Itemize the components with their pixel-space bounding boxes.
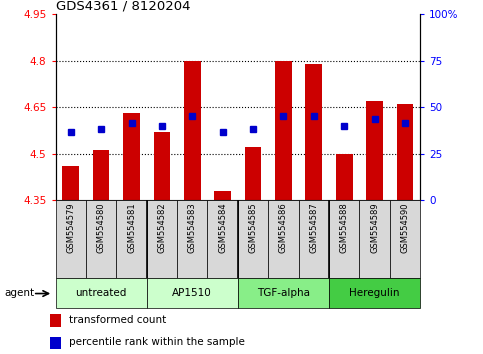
Text: agent: agent [5,288,35,298]
Text: transformed count: transformed count [69,315,166,325]
Text: GSM554585: GSM554585 [249,202,257,253]
Bar [268,200,298,278]
Bar [123,113,140,200]
Text: GSM554588: GSM554588 [340,202,349,253]
Text: GSM554589: GSM554589 [370,202,379,253]
Bar [93,150,110,200]
Text: TGF-alpha: TGF-alpha [257,288,310,298]
Bar [245,147,261,200]
Bar [50,314,61,327]
Bar [359,200,390,278]
Bar [208,200,238,278]
Bar [177,200,208,278]
Bar [305,64,322,200]
Text: untreated: untreated [75,288,127,298]
Text: GSM554582: GSM554582 [157,202,167,253]
Bar [50,337,61,349]
Text: GSM554586: GSM554586 [279,202,288,253]
Bar [86,200,116,278]
Text: GSM554579: GSM554579 [66,202,75,253]
Text: GSM554590: GSM554590 [400,202,410,253]
Text: Heregulin: Heregulin [349,288,400,298]
Text: GSM554580: GSM554580 [97,202,106,253]
Bar [184,61,200,200]
Bar [238,278,329,308]
Bar [275,61,292,200]
Text: GSM554581: GSM554581 [127,202,136,253]
Text: percentile rank within the sample: percentile rank within the sample [69,337,245,348]
Text: GDS4361 / 8120204: GDS4361 / 8120204 [56,0,190,13]
Bar [329,278,420,308]
Bar [329,200,359,278]
Bar [62,166,79,200]
Bar [390,200,420,278]
Bar [154,132,170,200]
Bar [147,200,177,278]
Text: GSM554583: GSM554583 [188,202,197,253]
Text: GSM554587: GSM554587 [309,202,318,253]
Bar [238,200,268,278]
Bar [366,101,383,200]
Text: AP1510: AP1510 [172,288,212,298]
Bar [56,278,147,308]
Bar [56,200,86,278]
Bar [147,278,238,308]
Bar [397,104,413,200]
Bar [336,154,353,200]
Bar [116,200,147,278]
Bar [214,191,231,200]
Text: GSM554584: GSM554584 [218,202,227,253]
Bar [298,200,329,278]
